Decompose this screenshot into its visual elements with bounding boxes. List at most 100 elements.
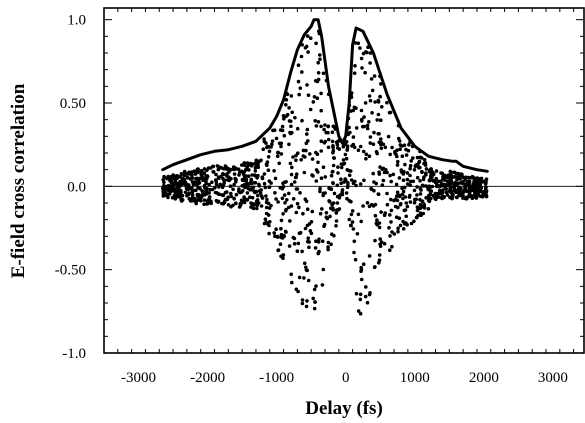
data-point bbox=[374, 150, 379, 154]
data-point bbox=[385, 202, 390, 207]
data-point bbox=[273, 176, 278, 181]
data-point bbox=[279, 144, 283, 149]
data-point bbox=[262, 181, 267, 186]
data-point bbox=[467, 188, 472, 193]
data-point bbox=[361, 124, 365, 129]
data-point bbox=[424, 184, 428, 188]
data-point bbox=[296, 79, 301, 84]
data-point bbox=[484, 177, 489, 181]
data-point bbox=[466, 175, 471, 180]
data-point bbox=[275, 235, 280, 239]
data-point bbox=[415, 175, 420, 180]
data-point bbox=[418, 192, 423, 196]
data-point bbox=[396, 226, 400, 231]
data-point bbox=[372, 130, 376, 135]
data-point bbox=[260, 175, 265, 179]
data-point bbox=[249, 181, 254, 186]
data-point bbox=[274, 197, 278, 201]
data-point bbox=[289, 204, 294, 208]
x-tick-label: 1000 bbox=[400, 370, 430, 386]
data-point bbox=[326, 245, 330, 249]
data-point bbox=[368, 141, 373, 145]
data-point bbox=[434, 176, 439, 181]
data-point bbox=[416, 162, 420, 166]
data-point bbox=[331, 145, 335, 150]
data-point bbox=[415, 193, 419, 197]
data-point bbox=[276, 248, 281, 252]
x-tick-label: -2000 bbox=[190, 370, 225, 386]
data-point bbox=[225, 172, 229, 176]
data-point bbox=[251, 206, 256, 211]
data-point bbox=[449, 170, 454, 175]
data-point bbox=[377, 253, 382, 257]
data-point bbox=[312, 306, 317, 311]
data-point bbox=[291, 235, 296, 240]
data-point bbox=[326, 130, 330, 135]
data-point bbox=[420, 183, 425, 188]
data-point bbox=[318, 57, 322, 61]
data-point bbox=[310, 157, 315, 161]
data-point bbox=[394, 215, 399, 219]
data-point bbox=[281, 212, 285, 216]
data-point bbox=[383, 145, 388, 150]
data-point bbox=[381, 166, 386, 171]
data-point bbox=[190, 176, 195, 180]
data-point bbox=[378, 94, 383, 99]
data-point bbox=[359, 56, 364, 61]
data-point bbox=[347, 217, 352, 222]
data-point bbox=[408, 166, 412, 171]
data-point bbox=[363, 70, 367, 75]
data-point bbox=[442, 178, 447, 182]
data-point bbox=[379, 240, 384, 244]
data-point bbox=[359, 108, 364, 113]
data-point bbox=[220, 201, 224, 206]
data-point bbox=[294, 210, 299, 215]
data-point bbox=[221, 172, 226, 177]
data-point bbox=[396, 229, 400, 234]
data-point bbox=[324, 211, 329, 215]
data-point bbox=[255, 203, 260, 208]
data-point bbox=[300, 298, 305, 302]
data-point bbox=[330, 202, 334, 207]
data-point bbox=[267, 149, 272, 154]
data-point bbox=[250, 203, 255, 207]
data-point bbox=[307, 245, 311, 250]
data-point bbox=[453, 170, 457, 175]
data-point bbox=[289, 182, 294, 187]
data-point bbox=[402, 208, 407, 213]
data-point bbox=[414, 197, 419, 202]
data-point bbox=[266, 155, 271, 159]
data-point bbox=[398, 223, 403, 228]
data-point bbox=[354, 183, 358, 188]
data-point bbox=[445, 179, 450, 184]
data-point bbox=[433, 196, 437, 200]
data-point bbox=[231, 187, 235, 192]
data-point bbox=[349, 212, 354, 217]
data-point bbox=[280, 186, 285, 191]
data-point bbox=[306, 278, 311, 283]
data-point bbox=[320, 239, 325, 243]
data-point bbox=[305, 207, 310, 211]
data-point bbox=[293, 115, 297, 120]
data-point bbox=[354, 291, 359, 296]
data-point bbox=[373, 213, 378, 218]
data-point bbox=[353, 64, 357, 68]
data-point bbox=[289, 272, 294, 277]
data-point bbox=[421, 211, 426, 216]
data-point bbox=[368, 51, 373, 55]
data-point bbox=[172, 177, 176, 181]
data-point bbox=[223, 164, 228, 168]
data-point bbox=[379, 146, 384, 151]
data-point bbox=[267, 206, 272, 210]
data-point bbox=[318, 53, 322, 57]
data-point bbox=[359, 219, 364, 224]
x-tick-label: 0 bbox=[342, 370, 350, 386]
data-point bbox=[323, 123, 327, 127]
data-point bbox=[418, 211, 423, 215]
data-point bbox=[221, 193, 226, 198]
data-point bbox=[420, 169, 424, 174]
data-point bbox=[345, 168, 350, 172]
data-point bbox=[363, 294, 368, 299]
data-point bbox=[185, 176, 190, 180]
data-point bbox=[451, 182, 456, 186]
